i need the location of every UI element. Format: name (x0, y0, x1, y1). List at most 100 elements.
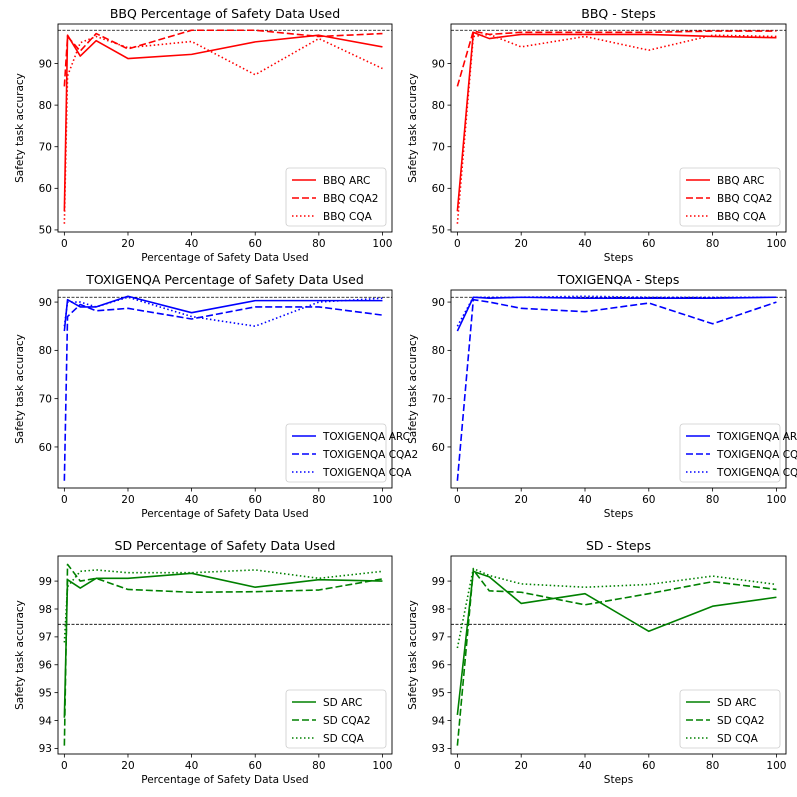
legend: TOXIGENQA ARC TOXIGENQA CQA2 TOXIGENQA CQA (285, 423, 418, 483)
legend-box (679, 689, 781, 749)
x-tick-label: 100 (372, 238, 392, 250)
series-line-toxigenqa-cqa (63, 296, 383, 328)
x-tick-label: 80 (312, 494, 325, 506)
series-line-sd-arc (63, 572, 383, 718)
chart-panel-4: 0 20 40 60 80 100 60 70 80 90 TOXIGENQA - Steps Ste… (407, 272, 797, 520)
y-tick-label: 60 (39, 442, 52, 454)
chart-title: TOXIGENQA - Steps (557, 272, 680, 287)
y-tick-label: 94 (432, 715, 446, 727)
legend-entry: SD ARC (717, 697, 756, 709)
x-tick-label: 0 (61, 494, 68, 506)
chart-title: SD - Steps (586, 538, 651, 553)
series-line-sd-arc (456, 570, 777, 716)
legend-box (285, 167, 387, 227)
legend-box (285, 423, 387, 483)
series-line-toxigenqa-cqa2 (63, 303, 383, 481)
x-tick-label: 60 (249, 494, 262, 506)
y-tick-label: 80 (39, 345, 52, 357)
legend-entry: TOXIGENQA CQA2 (716, 449, 797, 461)
x-tick-label: 60 (249, 760, 262, 772)
x-tick-label: 40 (578, 238, 591, 250)
y-tick-label: 90 (39, 297, 52, 309)
series-line-toxigenqa-cqa (456, 295, 777, 327)
x-tick-label: 60 (642, 760, 655, 772)
legend-entry: BBQ CQA (717, 211, 767, 223)
legend: BBQ ARC BBQ CQA2 BBQ CQA (679, 167, 781, 227)
legend-entry: BBQ CQA2 (717, 193, 772, 205)
chart-title: TOXIGENQA Percentage of Safety Data Used (85, 272, 364, 287)
legend-entry: SD CQA (323, 733, 365, 745)
y-axis-label: Safety task accuracy (14, 73, 26, 183)
x-axis-label: Steps (604, 508, 633, 520)
legend-entry: TOXIGENQA CQA (322, 467, 412, 479)
chart-title: BBQ Percentage of Safety Data Used (110, 6, 340, 21)
x-tick-label: 80 (706, 760, 719, 772)
y-tick-label: 70 (432, 393, 445, 405)
legend: SD ARC SD CQA2 SD CQA (285, 689, 387, 749)
y-tick-label: 70 (39, 142, 52, 154)
x-tick-label: 20 (121, 238, 134, 250)
x-tick-label: 80 (706, 238, 719, 250)
x-tick-label: 40 (185, 494, 198, 506)
x-tick-label: 20 (515, 760, 528, 772)
legend-entry: TOXIGENQA ARC (716, 431, 797, 443)
legend-entry: BBQ ARC (323, 175, 370, 187)
series-line-sd-cqa (456, 567, 777, 649)
chart-panel-5: 0 20 40 60 80 100 93 94 95 96 97 98 99 SD Percentage … (14, 538, 392, 786)
legend-entry: BBQ CQA (323, 211, 373, 223)
series-line-bbq-cqa2 (456, 30, 777, 87)
series-line-sd-cqa2 (63, 563, 383, 746)
y-tick-label: 80 (432, 345, 445, 357)
x-tick-label: 100 (766, 760, 786, 772)
x-tick-label: 40 (185, 238, 198, 250)
y-tick-label: 95 (432, 687, 445, 699)
y-tick-label: 90 (39, 58, 52, 70)
chart-title: BBQ - Steps (581, 6, 655, 21)
legend: TOXIGENQA ARC TOXIGENQA CQA2 TOXIGENQA CQA (679, 423, 797, 483)
y-tick-label: 60 (432, 183, 445, 195)
series-line-toxigenqa-arc (63, 295, 383, 332)
x-tick-label: 0 (454, 494, 461, 506)
x-tick-label: 100 (372, 494, 392, 506)
x-axis-label: Percentage of Safety Data Used (141, 508, 308, 520)
y-axis-label: Safety task accuracy (14, 600, 26, 710)
y-tick-label: 93 (39, 743, 52, 755)
x-axis-label: Steps (604, 252, 633, 264)
y-axis-label: Safety task accuracy (407, 600, 419, 710)
x-tick-label: 100 (372, 760, 392, 772)
y-axis-label: Safety task accuracy (407, 334, 419, 444)
y-tick-label: 97 (39, 632, 52, 644)
axes-frame (57, 23, 393, 233)
y-axis-label: Safety task accuracy (407, 73, 419, 183)
axes-frame (450, 289, 787, 489)
x-tick-label: 60 (642, 238, 655, 250)
x-tick-label: 20 (121, 760, 134, 772)
x-tick-label: 0 (454, 238, 461, 250)
x-tick-label: 0 (61, 238, 68, 250)
legend-entry: SD CQA2 (717, 715, 765, 727)
series-line-sd-cqa2 (456, 569, 777, 746)
y-tick-label: 50 (39, 225, 52, 237)
chart-panel-2: 0 20 40 60 80 100 50 60 70 80 90 BBQ - Steps Steps Sa… (407, 6, 786, 264)
legend-entry: SD CQA (717, 733, 759, 745)
x-tick-label: 100 (766, 494, 786, 506)
x-tick-label: 80 (312, 760, 325, 772)
chart-panel-3: 0 20 40 60 80 100 60 70 80 90 TOXIGENQA Percentage… (14, 272, 418, 520)
y-tick-label: 90 (432, 58, 445, 70)
x-tick-label: 20 (515, 238, 528, 250)
y-tick-label: 96 (432, 660, 446, 672)
x-tick-label: 60 (249, 238, 262, 250)
axes-frame (450, 555, 787, 755)
x-tick-label: 40 (578, 494, 591, 506)
y-tick-label: 80 (432, 100, 445, 112)
legend-entry: BBQ ARC (717, 175, 764, 187)
y-tick-label: 60 (39, 183, 52, 195)
x-tick-label: 80 (312, 238, 325, 250)
legend-entry: TOXIGENQA CQA (716, 467, 797, 479)
y-tick-label: 98 (39, 604, 52, 616)
legend-entry: SD CQA2 (323, 715, 371, 727)
y-tick-label: 97 (432, 632, 445, 644)
x-tick-label: 20 (121, 494, 134, 506)
x-axis-label: Percentage of Safety Data Used (141, 252, 308, 264)
